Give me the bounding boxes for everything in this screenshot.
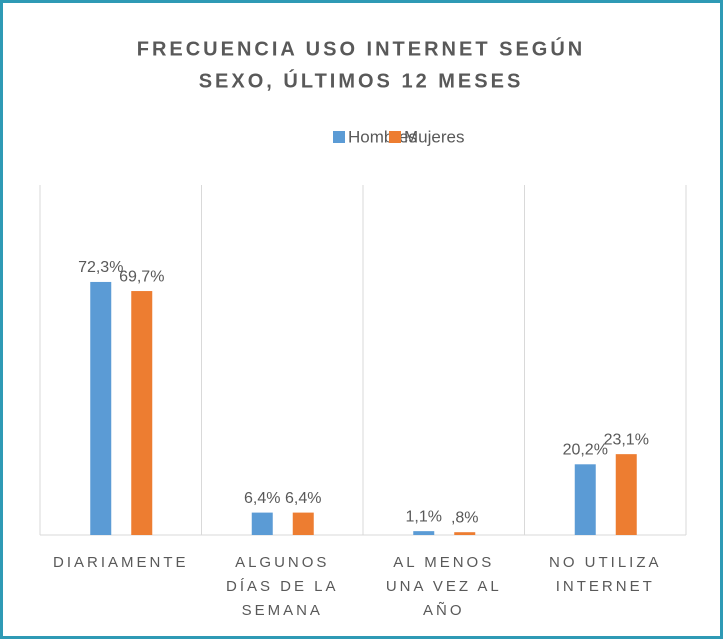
data-label: 72,3% [78,259,123,276]
x-tick-label: DÍAS DE LA [226,578,339,595]
x-tick-label: ALGUNOS [235,554,329,571]
legend-swatch [333,131,345,143]
legend-swatch [389,131,401,143]
bar [292,512,314,535]
data-label: 6,4% [285,490,321,507]
bar [574,464,596,535]
x-tick-label: NO UTILIZA [549,554,662,571]
x-tick-label: UNA VEZ AL [386,578,502,595]
data-label: 6,4% [244,490,280,507]
bar [251,512,273,535]
x-tick-label: INTERNET [556,578,655,595]
x-tick-label: DIARIAMENTE [53,554,189,571]
data-label: 20,2% [563,442,608,459]
legend-label: Mujeres [404,127,464,146]
chart-title: SEXO, ÚLTIMOS 12 MESES [199,68,524,92]
bar [413,531,435,535]
bar [90,281,112,535]
chart-title: FRECUENCIA USO INTERNET SEGÚN [137,36,586,60]
data-label: ,8% [451,509,479,526]
bar [615,454,637,535]
data-label: 1,1% [406,508,442,525]
bar [131,291,153,535]
data-label: 69,7% [119,268,164,285]
x-tick-label: AÑO [423,602,465,619]
x-tick-label: SEMANA [242,602,323,619]
x-tick-label: AL MENOS [393,554,494,571]
data-label: 23,1% [604,431,649,448]
bar [454,532,476,535]
